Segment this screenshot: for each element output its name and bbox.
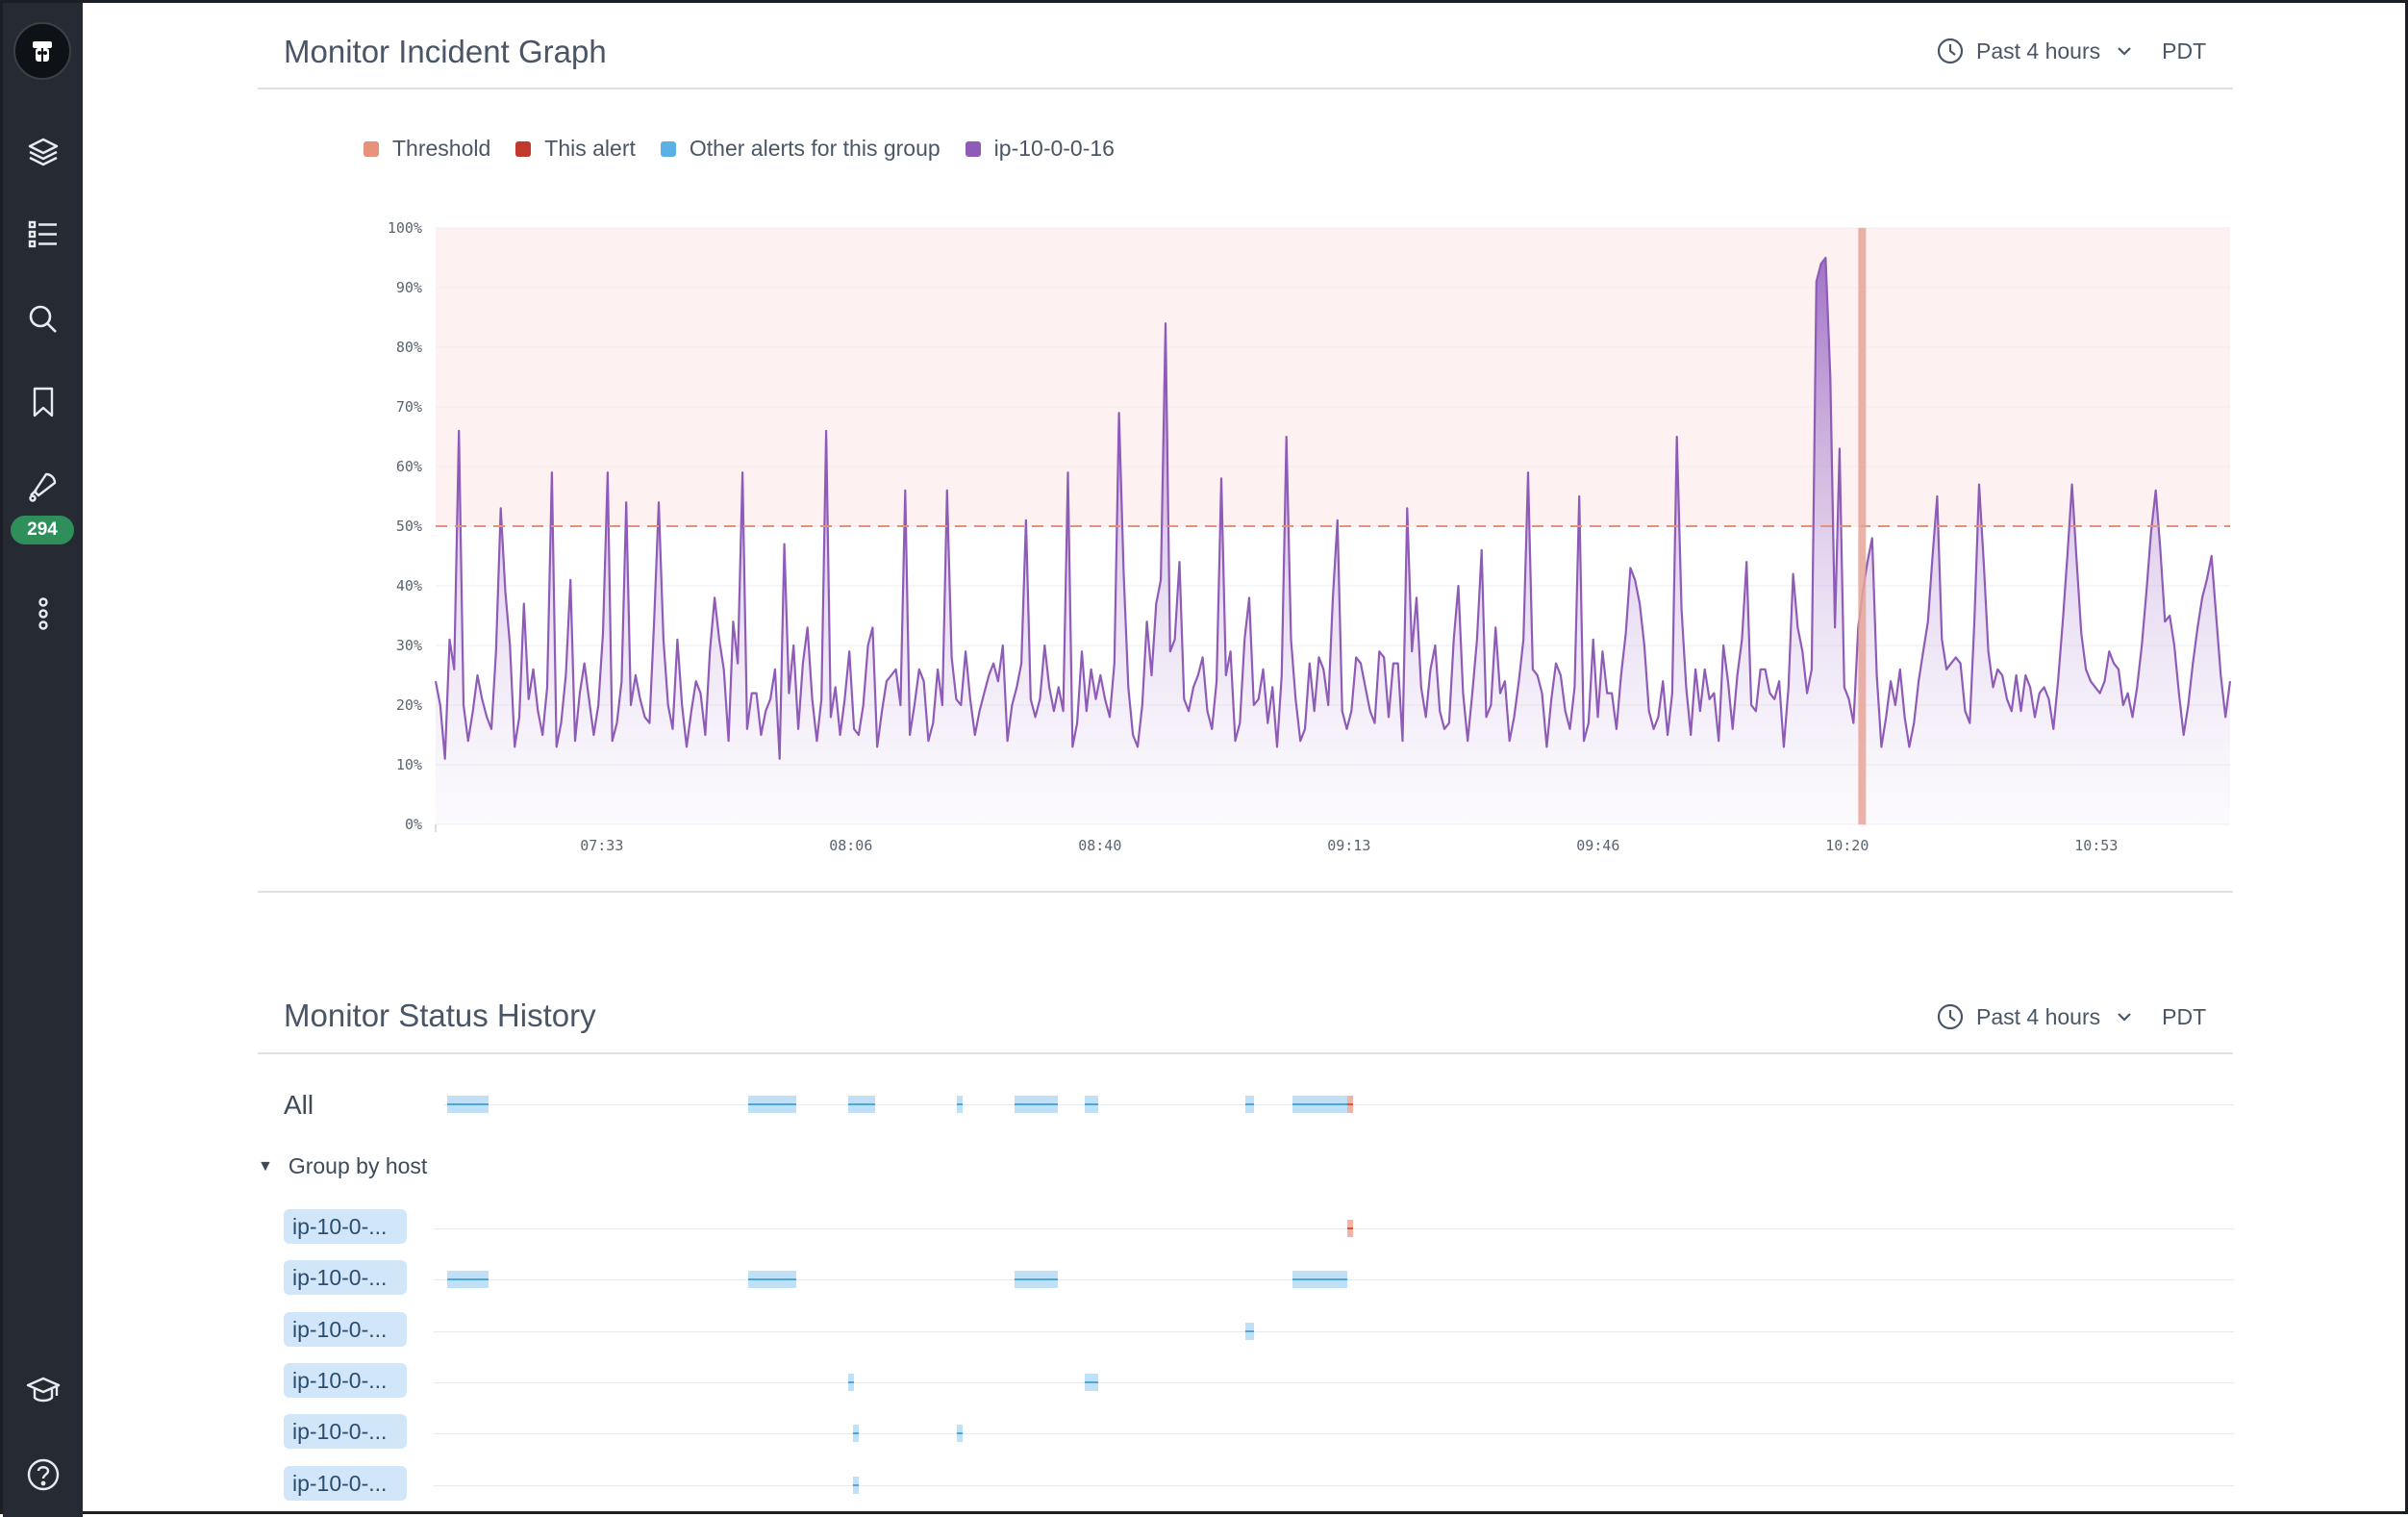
host-chip[interactable]: ip-10-0-... (284, 1312, 407, 1347)
status-segment[interactable] (853, 1477, 860, 1494)
status-segment[interactable] (1014, 1271, 1058, 1288)
divider (258, 1052, 2233, 1054)
divider (258, 88, 2233, 89)
timezone-label[interactable]: PDT (2162, 1003, 2207, 1029)
host-chip[interactable]: ip-10-0-... (284, 1466, 407, 1501)
chart-legend: Threshold This alert Other alerts for th… (364, 136, 1140, 162)
status-segment[interactable] (1292, 1271, 1348, 1288)
status-segment[interactable] (1014, 1096, 1058, 1113)
caret-down-icon: ▼ (258, 1157, 273, 1175)
layers-icon[interactable] (23, 132, 63, 172)
status-segment[interactable] (847, 1096, 875, 1113)
x-tick-label: 10:53 (2074, 837, 2118, 854)
status-history-title: Monitor Status History (284, 998, 596, 1033)
y-tick-label: 0% (405, 816, 422, 833)
clock-icon (1937, 1003, 1964, 1030)
x-tick-label: 08:06 (829, 837, 872, 854)
time-range-label: Past 4 hours (1976, 1003, 2101, 1029)
timeline-track (434, 1433, 2234, 1434)
legend-swatch (364, 140, 379, 157)
alerts-icon[interactable] (23, 465, 63, 505)
status-segment[interactable] (1084, 1374, 1099, 1391)
x-tick-label: 08:40 (1078, 837, 1121, 854)
logo-icon[interactable] (13, 22, 71, 80)
status-segment[interactable] (446, 1096, 489, 1113)
status-segment[interactable] (1292, 1096, 1348, 1113)
x-tick-label: 09:46 (1576, 837, 1619, 854)
sidebar: 294 (3, 3, 83, 1517)
y-tick-label: 10% (396, 756, 422, 773)
timezone-label[interactable]: PDT (2162, 38, 2207, 63)
list-icon[interactable] (23, 215, 63, 255)
x-tick-label: 10:20 (1825, 837, 1869, 854)
legend-swatch (515, 140, 532, 157)
y-tick-label: 40% (396, 577, 422, 594)
status-segment[interactable] (1245, 1096, 1255, 1113)
incident-time-range-picker[interactable]: Past 4 hours PDT (1936, 37, 2206, 65)
status-time-range-picker[interactable]: Past 4 hours PDT (1936, 1002, 2206, 1031)
status-segment[interactable] (1245, 1323, 1255, 1340)
y-tick-label: 100% (388, 219, 422, 237)
status-segment[interactable] (747, 1271, 797, 1288)
legend-label: This alert (544, 136, 636, 161)
host-chip[interactable]: ip-10-0-... (284, 1363, 407, 1398)
legend-item-host[interactable]: ip-10-0-0-16 (965, 136, 1115, 162)
help-icon[interactable] (23, 1454, 63, 1495)
series-line (434, 256, 2232, 760)
legend-swatch (660, 140, 676, 157)
group-by-label: Group by host (288, 1153, 428, 1178)
alert-zone-band (436, 228, 2230, 526)
bookmark-icon[interactable] (23, 382, 63, 422)
status-segment[interactable] (747, 1096, 797, 1113)
alert-segment[interactable] (1347, 1096, 1354, 1113)
divider (258, 891, 2233, 893)
timeline-track (434, 1382, 2234, 1383)
incident-chart[interactable]: 0% 10% 20% 30% 40% 50% 60% 70% 80% 90% 100% 07:33 08… (359, 215, 2234, 869)
search-icon[interactable] (23, 299, 63, 340)
status-segment[interactable] (1084, 1096, 1099, 1113)
time-range-label: Past 4 hours (1976, 38, 2101, 63)
legend-item-this-alert[interactable]: This alert (515, 136, 636, 162)
series-area (436, 258, 2230, 824)
legend-label: ip-10-0-0-16 (993, 136, 1115, 161)
host-chip[interactable]: ip-10-0-... (284, 1209, 407, 1244)
y-tick-label: 60% (396, 458, 422, 475)
learn-icon[interactable] (23, 1370, 63, 1410)
legend-item-other-alerts[interactable]: Other alerts for this group (660, 136, 941, 162)
legend-item-threshold[interactable]: Threshold (364, 136, 490, 162)
alert-marker (1858, 228, 1867, 824)
legend-label: Threshold (392, 136, 491, 161)
chevron-down-icon (2118, 47, 2131, 56)
chevron-down-icon (2118, 1013, 2131, 1022)
timeline-track (434, 1485, 2234, 1486)
status-segment[interactable] (957, 1425, 964, 1442)
x-tick-label: 09:13 (1327, 837, 1370, 854)
clock-icon (1937, 38, 1964, 64)
y-tick-label: 90% (396, 279, 422, 296)
legend-label: Other alerts for this group (689, 136, 941, 161)
y-tick-label: 50% (396, 518, 422, 535)
status-segment[interactable] (853, 1425, 860, 1442)
y-tick-label: 20% (396, 696, 422, 714)
x-tick-label: 07:33 (580, 837, 623, 854)
group-by-host-toggle[interactable]: ▼ Group by host (258, 1153, 427, 1179)
timeline-track (434, 1228, 2234, 1229)
y-tick-label: 70% (396, 398, 422, 416)
host-chip[interactable]: ip-10-0-... (284, 1260, 407, 1295)
status-segment[interactable] (847, 1374, 854, 1391)
status-segment[interactable] (446, 1271, 489, 1288)
y-tick-label: 30% (396, 637, 422, 654)
all-row-label: All (284, 1090, 314, 1120)
incident-graph-title: Monitor Incident Graph (284, 34, 607, 69)
host-chip[interactable]: ip-10-0-... (284, 1414, 407, 1449)
y-tick-label: 80% (396, 339, 422, 356)
status-segment[interactable] (957, 1096, 964, 1113)
alerts-count-badge: 294 (11, 516, 74, 544)
legend-swatch (965, 140, 981, 157)
alert-segment[interactable] (1347, 1220, 1354, 1237)
more-icon[interactable] (23, 594, 63, 634)
timeline-track (434, 1331, 2234, 1332)
